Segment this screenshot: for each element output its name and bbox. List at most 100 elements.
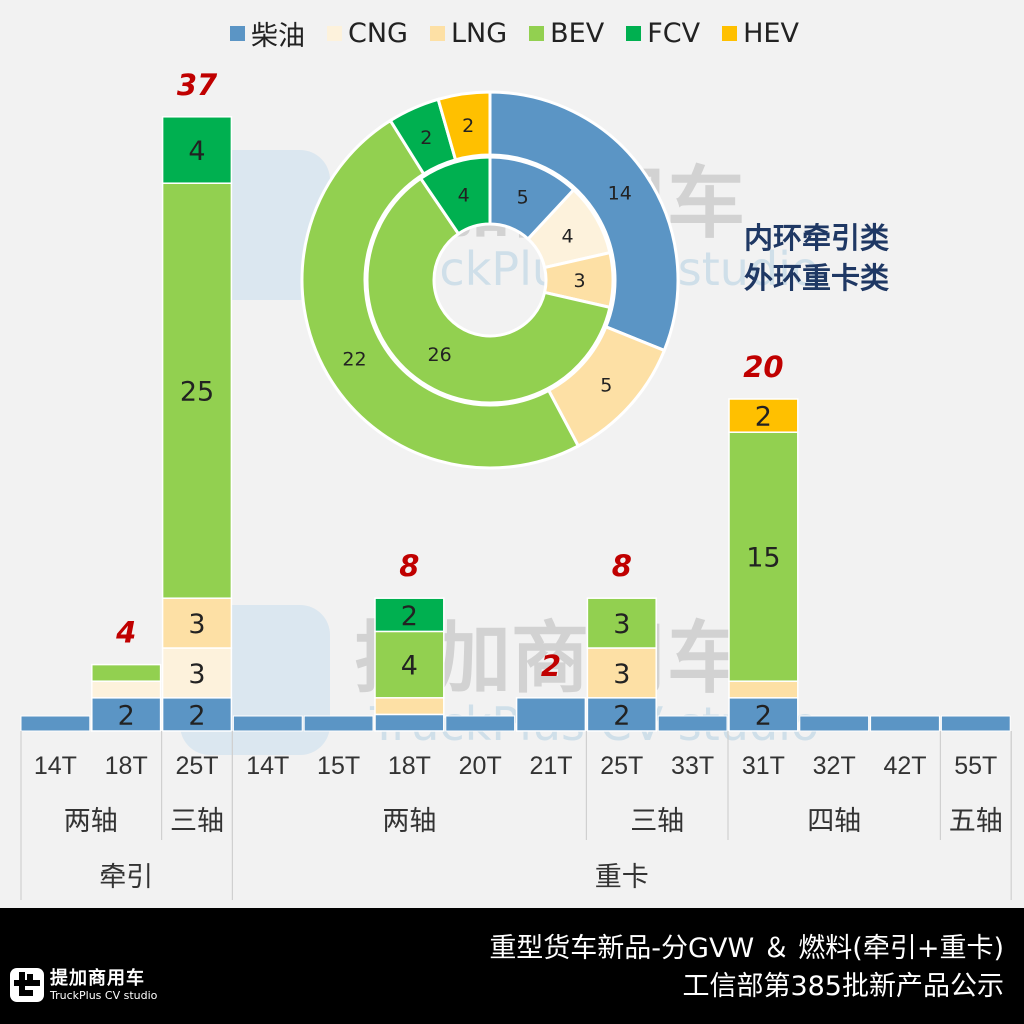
donut-slice-outer	[436, 90, 492, 162]
total-label: 37	[177, 68, 218, 102]
baseline-band	[657, 715, 728, 732]
tick-label: 31T	[742, 752, 785, 780]
axle-group-label: 两轴	[64, 806, 118, 837]
donut-label: 2	[420, 127, 432, 149]
axle-group-label: 三轴	[630, 806, 684, 837]
tick-label: 14T	[34, 752, 77, 780]
tick-label: 20T	[459, 752, 502, 780]
bar-segment-BEV	[91, 663, 162, 682]
bar-segment-柴油	[374, 713, 445, 732]
tick-label: 33T	[671, 752, 714, 780]
bar-segment-FCV	[374, 597, 445, 633]
legend-label: FCV	[647, 18, 701, 49]
legend-swatch	[529, 26, 545, 41]
tick-label: 55T	[954, 752, 997, 780]
footer-title-line2: 工信部第385批新产品公示	[682, 971, 1004, 1002]
donut-slice-outer	[300, 118, 581, 470]
donut-slice-inner	[365, 176, 612, 405]
total-label: 20	[743, 350, 783, 384]
legend-swatch	[722, 26, 738, 41]
segment-label: 3	[613, 659, 630, 690]
category-group-label: 牵引	[99, 862, 153, 893]
legend-label: HEV	[743, 18, 799, 49]
footer-logo: 提加商用车 TruckPlus CV studio	[10, 968, 157, 1002]
baseline-band	[232, 715, 303, 732]
axle-group-label: 两轴	[382, 806, 436, 837]
logo-en: TruckPlus CV studio	[50, 988, 158, 1002]
bar-segment-CNG	[161, 647, 233, 699]
donut-label: 14	[608, 182, 632, 204]
segment-label: 2	[755, 402, 772, 433]
segment-label: 2	[613, 700, 630, 731]
baseline-band	[20, 715, 91, 732]
tick-label: 14T	[246, 752, 289, 780]
legend-item: FCV	[626, 14, 700, 53]
donut-label: 5	[517, 187, 529, 209]
baseline-band	[870, 715, 940, 732]
tick-label: 25T	[175, 752, 218, 780]
bar-segment-BEV	[374, 630, 445, 699]
logo-icon	[10, 968, 44, 1002]
segment-label: 15	[746, 543, 780, 574]
total-label: 8	[399, 549, 419, 583]
legend: 柴油 CNG LNG BEV FCV HEV	[230, 14, 799, 53]
bar-segment-FCV	[161, 116, 233, 184]
x-axis: 14T 18T 25T 14T 15T 18T 20T 21T 25T 33T 31T 32T 42T 5…	[20, 731, 1012, 900]
logo-cn: 提加商用车	[50, 967, 145, 989]
bar-segment-LNG	[374, 697, 445, 716]
donut-slice-outer	[488, 90, 680, 353]
donut-label: 4	[458, 184, 470, 206]
bar-segment-BEV	[586, 597, 657, 649]
bar-segment-LNG	[161, 597, 233, 649]
tick-label: 15T	[317, 752, 360, 780]
tick-label: 32T	[813, 752, 856, 780]
ring-note-outer: 外环重卡类	[744, 261, 890, 295]
segment-label: 3	[188, 659, 205, 690]
baseline-band	[303, 715, 374, 732]
segment-label: 3	[613, 609, 630, 640]
footer-title: 重型货车新品-分GVW ＆ 燃料(牵引+重卡) 工信部第385批新产品公示	[489, 930, 1004, 1006]
bar-segment-HEV	[728, 398, 799, 433]
legend-item: CNG	[327, 14, 408, 53]
ring-note: 内环牵引类 外环重卡类	[744, 218, 889, 298]
axle-group-label: 三轴	[170, 806, 224, 837]
bar-segment-LNG	[728, 680, 799, 699]
segment-label: 2	[755, 700, 772, 731]
baseline-band	[940, 715, 1011, 732]
legend-label: CNG	[348, 18, 408, 49]
segment-label: 4	[401, 651, 418, 682]
legend-item: 柴油	[230, 14, 305, 53]
footer-title-line1: 重型货车新品-分GVW ＆ 燃料(牵引+重卡)	[489, 933, 1004, 964]
segment-label: 2	[188, 700, 205, 731]
tick-label: 21T	[529, 752, 572, 780]
segment-label: 3	[188, 609, 205, 640]
bar-segment-BEV	[728, 431, 799, 682]
segment-label: 2	[401, 601, 418, 632]
donut-slice-inner	[418, 155, 492, 236]
tick-label: 25T	[600, 752, 643, 780]
bar-segment-柴油	[161, 697, 233, 732]
donut-label: 5	[600, 375, 612, 397]
legend-label: 柴油	[251, 21, 305, 52]
segment-label: 25	[180, 377, 214, 408]
total-label: 4	[115, 616, 136, 650]
segment-label: 2	[118, 700, 135, 731]
legend-swatch	[626, 26, 642, 41]
legend-label: BEV	[550, 18, 605, 49]
legend-item: HEV	[722, 14, 799, 53]
legend-swatch	[327, 26, 342, 41]
tick-label: 18T	[388, 752, 431, 780]
tick-label: 42T	[883, 752, 926, 780]
legend-item: LNG	[429, 14, 508, 53]
segment-label: 4	[188, 136, 205, 167]
total-label: 8	[612, 549, 632, 583]
donut-label: 3	[573, 270, 585, 292]
legend-label: LNG	[450, 18, 508, 49]
donut-label: 26	[427, 344, 451, 366]
footer: 提加商用车 TruckPlus CV studio 重型货车新品-分GVW ＆ …	[0, 908, 1024, 1024]
tick-label: 18T	[105, 752, 148, 780]
bar-segment-柴油	[586, 697, 657, 732]
donut-label: 2	[462, 115, 474, 137]
